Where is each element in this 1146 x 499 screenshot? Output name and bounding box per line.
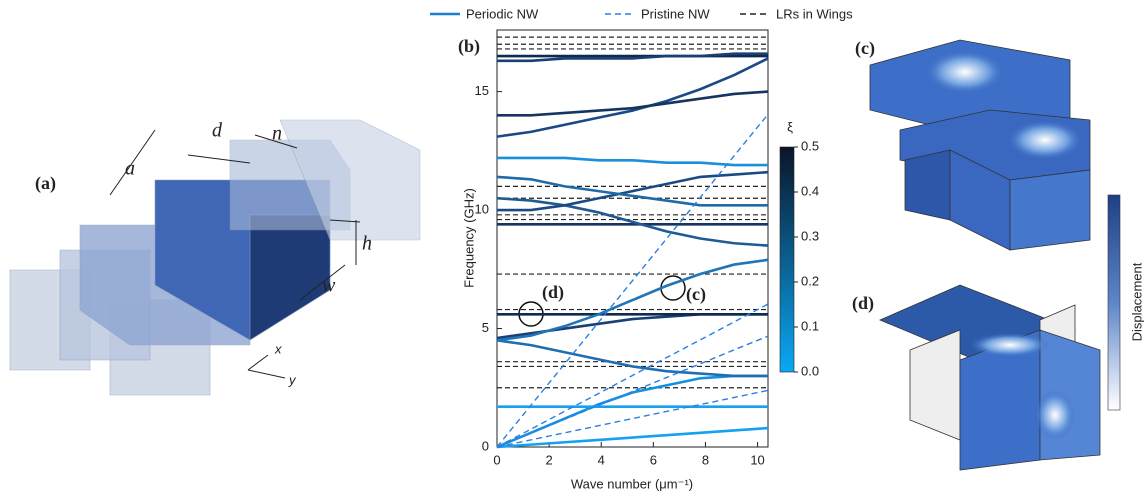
band-line [497, 170, 769, 212]
colorbar-tick-label: 0.0 [801, 363, 819, 378]
colorbar [779, 146, 795, 373]
dimension-lines [109, 129, 361, 379]
colorbar-tick-label: 0.3 [801, 228, 819, 243]
y-tick-label: 15 [475, 83, 489, 98]
colorbar-tick-label: 0.1 [801, 318, 819, 333]
colorbar-title: ξ [787, 119, 793, 134]
annotation: (d) [542, 282, 564, 303]
x-axis-label: Wave number (μm⁻¹) [571, 476, 693, 491]
dimension-label: a [125, 158, 135, 180]
y-tick-label: 5 [482, 320, 489, 335]
axis-label: y [288, 372, 297, 387]
dimension-label: d [212, 120, 223, 142]
annotation: (c) [686, 284, 706, 305]
mode-shape-d [878, 284, 1101, 471]
band-line [497, 90, 769, 117]
band-line [496, 374, 768, 449]
legend-label: Periodic NW [466, 6, 539, 21]
legend-label: Pristine NW [641, 6, 710, 21]
x-tick-label: 0 [493, 452, 500, 467]
band-line [496, 426, 769, 449]
displacement-colorbar [1107, 194, 1121, 411]
x-tick-label: 10 [750, 452, 764, 467]
band-line [496, 389, 769, 448]
band-line [496, 339, 768, 378]
nanowire-sketch [9, 119, 421, 396]
dimension-label: w [322, 275, 336, 297]
panel-label: (c) [855, 38, 875, 59]
y-tick-label: 10 [475, 202, 489, 217]
y-axis-label: Frequency (GHz) [461, 188, 476, 288]
colorbar-tick-label: 0.2 [801, 273, 819, 288]
colorbar-tick-label: 0.4 [801, 183, 819, 198]
legend-label: LRs in Wings [776, 6, 853, 21]
band-line [496, 175, 768, 207]
band-line [496, 303, 769, 448]
axis-label: x [274, 341, 282, 356]
band-line [496, 335, 769, 448]
band-line [497, 156, 768, 167]
x-tick-label: 6 [650, 452, 657, 467]
colorbar-tick-label: 0.5 [801, 138, 819, 153]
dimension-label: n [272, 123, 282, 145]
panel-label: (b) [458, 36, 480, 57]
x-tick-label: 2 [545, 452, 552, 467]
band-line [496, 113, 769, 448]
band-line [496, 258, 769, 342]
band-line [496, 57, 769, 138]
x-tick-label: 4 [598, 452, 605, 467]
dimension-label: h [362, 233, 372, 255]
panel-label: (d) [852, 293, 874, 314]
plot-frame [496, 29, 769, 448]
x-tick-label: 8 [702, 452, 709, 467]
band-line [496, 196, 769, 247]
panel-label: (a) [35, 173, 56, 194]
mode-shape-c [869, 39, 1091, 251]
band-line [497, 52, 768, 63]
colorbar-label: Displacement [1129, 262, 1144, 341]
y-tick-label: 0 [482, 438, 489, 453]
